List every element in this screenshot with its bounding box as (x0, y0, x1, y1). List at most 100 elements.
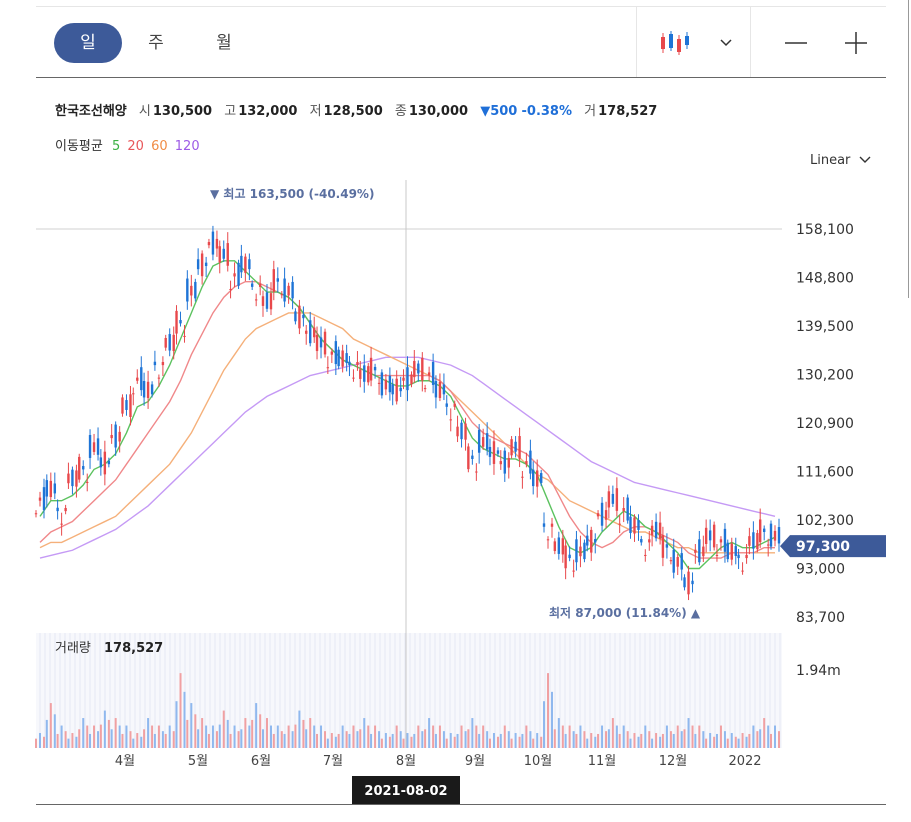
volume-bar (370, 733, 373, 748)
tab-month[interactable]: 월 (216, 33, 232, 53)
volume-bar (345, 731, 348, 748)
candle-body (313, 327, 316, 338)
candle-body (762, 528, 766, 532)
tab-day[interactable]: 일 (54, 23, 122, 63)
volume-bar (320, 725, 323, 748)
volume-bar (669, 731, 672, 748)
volume-bar (449, 733, 452, 748)
ma120-label[interactable]: 120 (174, 139, 200, 154)
candle-body (737, 554, 740, 559)
volume-bar (151, 725, 154, 748)
volume-bar (514, 733, 517, 748)
scale-dropdown[interactable]: Linear (810, 153, 871, 168)
candle-body (103, 451, 107, 475)
high-value: 132,000 (238, 104, 298, 119)
candle-body (698, 539, 701, 563)
candle-body (161, 361, 165, 366)
candle-body (237, 262, 240, 286)
volume-bar (475, 725, 478, 748)
current-price-label: 97,300 (796, 539, 850, 555)
x-tick-label: 11월 (588, 754, 617, 769)
volume-bar (75, 736, 78, 748)
volume-bar (374, 725, 377, 748)
volume-bar (496, 736, 499, 748)
candle-body (622, 508, 625, 512)
y-tick-label: 111,600 (796, 465, 854, 481)
volume-bar (337, 733, 340, 748)
candle-body (305, 330, 308, 334)
chevron-down-icon[interactable] (711, 23, 741, 63)
volume-bar (579, 725, 582, 748)
change-value: ▼500 (480, 104, 518, 119)
volume-bar (557, 718, 560, 748)
candle-body (423, 388, 427, 390)
current-price-tag (780, 535, 886, 558)
volume-bar (197, 729, 200, 748)
volume-bar (540, 736, 543, 748)
candle-body (607, 491, 611, 508)
volume-bar (726, 738, 729, 748)
candle-body (302, 314, 305, 319)
volume-bar (161, 731, 164, 748)
volume-bar (125, 725, 128, 748)
candle-body (140, 367, 143, 391)
plus-icon[interactable] (841, 23, 871, 63)
candle-body (687, 571, 690, 595)
volume-bar (532, 738, 535, 748)
ma5-label[interactable]: 5 (111, 139, 121, 154)
volume-bar (89, 733, 92, 748)
candle-body (427, 372, 431, 376)
candle-body (92, 442, 96, 452)
candle-body (618, 523, 621, 525)
volume-bar (774, 725, 776, 748)
volume-bar (326, 738, 329, 748)
candle-body (553, 541, 557, 552)
low-value: 128,500 (323, 104, 383, 119)
candle-body (413, 360, 416, 378)
tab-week[interactable]: 주 (148, 33, 164, 53)
candle-body (200, 253, 204, 277)
candle-body (88, 434, 92, 458)
volume-bar (510, 738, 513, 748)
candle-body (615, 488, 619, 511)
candlestick-icon[interactable] (656, 23, 696, 63)
volume-bar (313, 725, 316, 748)
volume-bar (601, 725, 604, 748)
x-tick-label: 8월 (396, 754, 416, 769)
volume-bar (594, 736, 597, 748)
volume-bar (132, 738, 135, 748)
candle-body (604, 510, 608, 520)
candle-body (64, 508, 67, 512)
x-tick-label: 12월 (659, 754, 688, 769)
volume-bar (756, 731, 759, 748)
minus-icon[interactable] (781, 23, 811, 63)
stock-summary: 한국조선해양 시 130,500 고 132,000 저 128,500 종 130,0… (55, 100, 665, 119)
candle-body (283, 278, 286, 302)
volume-bar (222, 710, 225, 748)
volume-bar (464, 731, 467, 748)
candle-body (164, 337, 167, 348)
volume-bar (536, 733, 539, 748)
volume-bar (330, 733, 333, 748)
volume-bar (136, 733, 139, 748)
candle-body (179, 320, 182, 324)
candle-body (78, 456, 81, 480)
candle-body (196, 259, 200, 270)
volume-bar (432, 725, 435, 748)
volume-bar (118, 725, 121, 748)
volume-bar (259, 714, 262, 748)
volume-bar (175, 701, 178, 748)
ma20-label[interactable]: 20 (127, 139, 144, 154)
candle-body (637, 520, 640, 530)
candle-body (49, 480, 53, 498)
candle-body (352, 377, 355, 379)
candle-body (579, 546, 582, 557)
volume-bar (640, 733, 643, 748)
volume-bar (269, 725, 272, 748)
candle-body (741, 570, 744, 572)
ma60-label[interactable]: 60 (151, 139, 168, 154)
volume-bar (618, 733, 621, 748)
candle-body (640, 539, 643, 543)
volume-bar (648, 731, 651, 748)
